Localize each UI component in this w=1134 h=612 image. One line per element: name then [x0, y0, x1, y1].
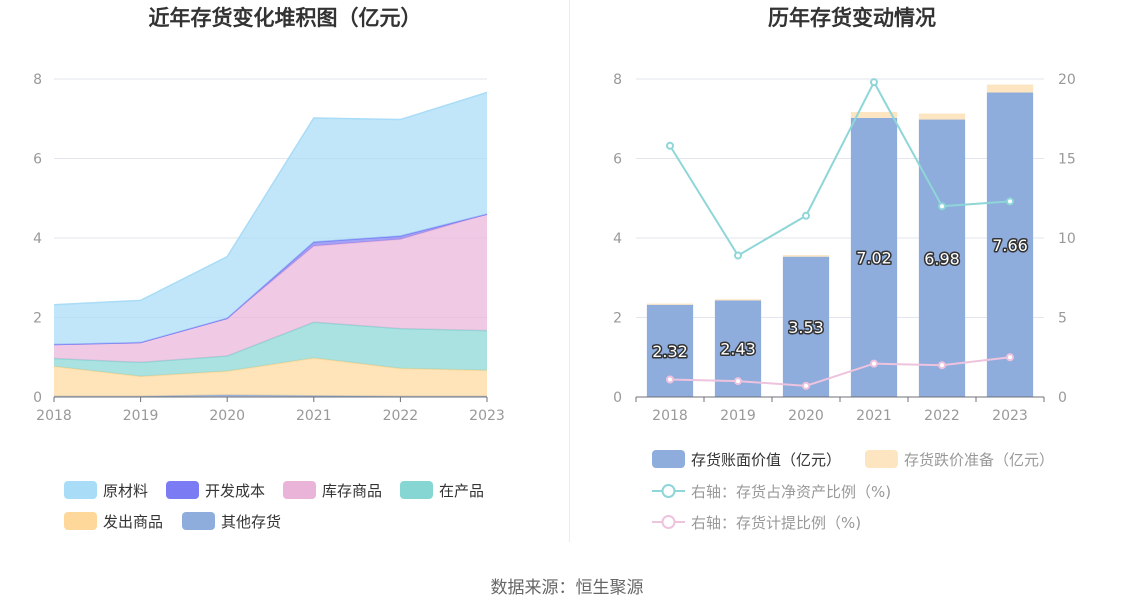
- bar-存货账面价值（亿元）: [918, 119, 966, 398]
- y-tick-label: 6: [33, 152, 42, 168]
- bar-value-label: 7.02: [856, 248, 892, 267]
- y-tick-label: 2: [613, 311, 622, 327]
- legend-line-icon: [652, 484, 685, 498]
- area-edge-原材料: [53, 91, 488, 306]
- bar-存货跌价准备（亿元）: [782, 255, 830, 257]
- bar-存货跌价准备（亿元）: [918, 113, 966, 120]
- y-tick-label: 8: [613, 72, 622, 88]
- bar-存货账面价值（亿元）: [986, 92, 1034, 397]
- y-tick-label: 0: [33, 390, 42, 406]
- x-tick-label: 2023: [992, 408, 1028, 424]
- legend-label: 其他存货: [221, 512, 282, 531]
- x-tick-label: 2021: [296, 408, 332, 424]
- legend-item-other-inventory[interactable]: 其他存货: [182, 510, 281, 532]
- legend-swatch: [64, 481, 97, 499]
- legend-label: 右轴：存货计提比例（%): [691, 513, 862, 532]
- bar-存货跌价准备（亿元）: [986, 84, 1034, 93]
- y2-tick-label: 15: [1058, 152, 1076, 168]
- panel-divider: [569, 0, 570, 542]
- legend-item-net-asset-ratio[interactable]: 右轴：存货占净资产比例（%): [652, 480, 891, 502]
- y-tick-label: 4: [613, 231, 622, 247]
- line-point: [938, 361, 946, 370]
- legend-item-work-in-progress[interactable]: 在产品: [400, 479, 484, 501]
- legend-item-provision-ratio[interactable]: 右轴：存货计提比例（%): [652, 511, 861, 533]
- line-point: [870, 78, 878, 87]
- line-point: [870, 359, 878, 368]
- bar-存货跌价准备（亿元）: [850, 111, 898, 118]
- left-chart-title: 近年存货变化堆积图（亿元）: [148, 6, 422, 30]
- line-右轴：存货占净资产比例（%): [669, 80, 1011, 257]
- legend-label: 发出商品: [103, 512, 164, 531]
- x-tick-label: 2019: [123, 408, 159, 424]
- legend-label: 原材料: [103, 481, 149, 500]
- legend-label: 在产品: [439, 481, 485, 500]
- legend-label: 存货账面价值（亿元）: [691, 450, 842, 469]
- bar-value-label: 7.66: [992, 236, 1028, 255]
- area-在产品: [54, 322, 487, 377]
- bar-存货账面价值（亿元）: [850, 117, 898, 397]
- y-tick-label: 4: [33, 231, 42, 247]
- legend-item-raw-materials[interactable]: 原材料: [64, 479, 148, 501]
- data-source-footer: 数据来源：恒生聚源: [490, 578, 644, 598]
- bar-value-label: 2.43: [720, 340, 756, 359]
- bar-value-label: 3.53: [788, 318, 824, 337]
- line-point: [802, 211, 810, 220]
- legend-swatch: [64, 512, 97, 530]
- legend-line-icon: [652, 515, 685, 529]
- inventory-bar-line-chart: 0 2 4 6 8 0 5 10 15 20 2.32 2.43 3.53 7.02 6.98 7.66 201…: [613, 72, 1076, 424]
- line-point: [1006, 197, 1014, 206]
- line-point: [734, 377, 742, 386]
- legend-swatch: [166, 481, 199, 499]
- legend-item-goods-shipped[interactable]: 发出商品: [64, 510, 163, 532]
- y2-tick-label: 0: [1058, 390, 1067, 406]
- legend-label: 右轴：存货占净资产比例（%): [691, 482, 892, 501]
- x-tick-label: 2023: [469, 408, 505, 424]
- x-tick-label: 2018: [652, 408, 688, 424]
- line-point: [938, 202, 946, 211]
- x-tick-label: 2022: [924, 408, 960, 424]
- bar-value-label: 2.32: [652, 342, 688, 361]
- legend-swatch: [865, 450, 898, 468]
- legend-swatch: [400, 481, 433, 499]
- legend-item-development-cost[interactable]: 开发成本: [166, 479, 265, 501]
- right-chart-title: 历年存货变动情况: [768, 6, 936, 30]
- bar-value-label: 6.98: [924, 249, 960, 268]
- legend-label: 开发成本: [205, 481, 266, 500]
- legend-swatch: [182, 512, 215, 530]
- line-右轴：存货计提比例（%): [669, 356, 1011, 387]
- x-tick-label: 2021: [856, 408, 892, 424]
- y2-tick-label: 10: [1058, 231, 1076, 247]
- legend-label: 存货跌价准备（亿元）: [904, 450, 1055, 469]
- line-point: [734, 251, 742, 260]
- y-tick-label: 6: [613, 152, 622, 168]
- line-point: [802, 381, 810, 390]
- x-tick-label: 2020: [788, 408, 824, 424]
- y-tick-label: 8: [33, 72, 42, 88]
- legend-item-book-value[interactable]: 存货账面价值（亿元）: [652, 448, 841, 470]
- bar-存货账面价值（亿元）: [782, 256, 830, 397]
- x-tick-label: 2019: [720, 408, 756, 424]
- legend-label: 库存商品: [322, 481, 383, 500]
- line-point: [666, 375, 674, 384]
- legend-item-impairment-provision[interactable]: 存货跌价准备（亿元）: [865, 448, 1054, 470]
- y2-tick-label: 20: [1058, 72, 1076, 88]
- y-tick-label: 2: [33, 311, 42, 327]
- area-原材料: [54, 92, 487, 345]
- line-point: [1006, 353, 1014, 362]
- y-tick-label: 0: [613, 390, 622, 406]
- x-tick-label: 2018: [36, 408, 72, 424]
- line-point: [666, 141, 674, 150]
- y2-tick-label: 5: [1058, 311, 1067, 327]
- bar-存货跌价准备（亿元）: [714, 299, 762, 301]
- area-库存商品: [54, 214, 487, 363]
- x-tick-label: 2022: [383, 408, 419, 424]
- legend-item-finished-goods[interactable]: 库存商品: [283, 479, 382, 501]
- stacked-area-chart: 0 2 4 6 8 2018 2019 2020 2021 2022 2023: [33, 72, 505, 424]
- bar-存货跌价准备（亿元）: [646, 303, 694, 305]
- legend-swatch: [652, 450, 685, 468]
- area-发出商品: [54, 358, 487, 397]
- legend-swatch: [283, 481, 316, 499]
- x-tick-label: 2020: [209, 408, 245, 424]
